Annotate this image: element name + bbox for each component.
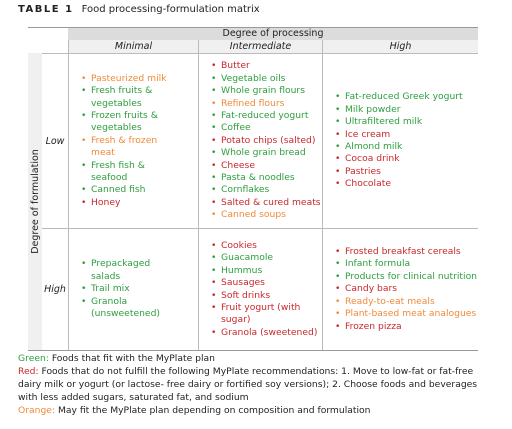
food-item: Coffee [211, 122, 322, 135]
table-title: TABLE 1 Food processing-formulation matri… [18, 4, 260, 15]
table-cell: Fat-reduced Greek yogurtMilk powderUltra… [322, 53, 478, 228]
food-list: Fat-reduced Greek yogurtMilk powderUltra… [331, 91, 478, 191]
footnote-key: Orange: [18, 405, 56, 416]
food-item: Infant formula [335, 258, 478, 271]
food-list: CookiesGuacamoleHummusSausagesSoft drink… [207, 240, 322, 340]
food-item: Soft drinks [211, 290, 322, 303]
column-header: Intermediate [198, 40, 322, 53]
food-item: Prepackaged salads [81, 258, 179, 283]
footnote: Red: Foods that do not fulfill the follo… [18, 365, 498, 404]
food-item: Honey [81, 197, 179, 210]
food-item: Cocoa drink [335, 153, 478, 166]
food-item: Ice cream [335, 129, 478, 142]
food-item: Fat-reduced Greek yogurt [335, 91, 478, 104]
food-item: Canned fish [81, 184, 179, 197]
food-item: Cheese [211, 160, 322, 173]
footnote-text: May fit the MyPlate plan depending on co… [57, 405, 371, 416]
column-header: Minimal [68, 40, 198, 53]
column-header: High [322, 40, 478, 53]
footnote-key: Red: [18, 366, 39, 377]
table-cell: CookiesGuacamoleHummusSausagesSoft drink… [198, 228, 322, 350]
top-rule [28, 27, 478, 28]
table-cell: ButterVegetable oilsWhole grain floursRe… [198, 53, 322, 228]
table-caption: Food processing-formulation matrix [81, 4, 260, 15]
food-list: Frosted breakfast cerealsInfant formulaP… [331, 246, 478, 333]
food-item: Ready-to-eat meals [335, 296, 478, 309]
food-item: Sausages [211, 277, 322, 290]
table-label: TABLE 1 [18, 4, 74, 15]
food-list: Prepackaged saladsTrail mixGranola (unsw… [77, 258, 179, 320]
row-header: Low [42, 53, 68, 228]
food-item: Frosted breakfast cereals [335, 246, 478, 259]
food-item: Whole grain flours [211, 85, 322, 98]
food-item: Plant-based meat analogues [335, 308, 478, 321]
food-item: Frozen pizza [335, 321, 478, 334]
food-item: Granola (unsweetened) [81, 296, 179, 321]
food-item: Fresh fruits & vegetables [81, 85, 179, 110]
footnote-text: Foods that do not fulfill the following … [18, 366, 478, 403]
food-item: Pasteurized milk [81, 73, 179, 86]
food-item: Fresh & frozen meat [81, 135, 179, 160]
food-item: Whole grain bread [211, 147, 322, 160]
footnote: Orange: May fit the MyPlate plan dependi… [18, 404, 498, 417]
food-item: Potato chips (salted) [211, 135, 322, 148]
food-item: Cookies [211, 240, 322, 253]
row-group-label: Degree of formulation [29, 149, 41, 254]
food-item: Salted & cured meats [211, 197, 322, 210]
column-group-header: Degree of processing [68, 28, 478, 40]
food-item: Pasta & noodles [211, 172, 322, 185]
food-item: Products for clinical nutrition [335, 271, 478, 284]
food-item: Canned soups [211, 209, 322, 222]
food-item: Chocolate [335, 178, 478, 191]
food-item: Fat-reduced yogurt [211, 110, 322, 123]
footnote-text: Foods that fit with the MyPlate plan [51, 353, 215, 364]
food-item: Ultrafiltered milk [335, 116, 478, 129]
food-item: Hummus [211, 265, 322, 278]
table-cell: Frosted breakfast cerealsInfant formulaP… [322, 228, 478, 350]
food-item: Fresh fish & seafood [81, 160, 179, 185]
food-item: Cornflakes [211, 184, 322, 197]
food-item: Trail mix [81, 283, 179, 296]
food-item: Butter [211, 60, 322, 73]
table-cell: Pasteurized milkFresh fruits & vegetable… [68, 53, 198, 228]
food-item: Guacamole [211, 252, 322, 265]
footnote-key: Green: [18, 353, 49, 364]
food-item: Pastries [335, 166, 478, 179]
bottom-rule [28, 350, 478, 351]
row-group-header: Degree of formulation [28, 53, 42, 350]
row-header: High [42, 228, 68, 350]
table-cell: Prepackaged saladsTrail mixGranola (unsw… [68, 228, 198, 350]
food-item: Candy bars [335, 283, 478, 296]
food-item: Frozen fruits & vegetables [81, 110, 179, 135]
food-item: Granola (sweetened) [211, 327, 322, 340]
food-item: Refined flours [211, 98, 322, 111]
food-list: Pasteurized milkFresh fruits & vegetable… [77, 73, 179, 210]
food-item: Almond milk [335, 141, 478, 154]
food-item: Milk powder [335, 104, 478, 117]
footnote: Green: Foods that fit with the MyPlate p… [18, 352, 498, 365]
food-list: ButterVegetable oilsWhole grain floursRe… [207, 60, 322, 222]
food-item: Fruit yogurt (with sugar) [211, 302, 322, 327]
food-item: Vegetable oils [211, 73, 322, 86]
